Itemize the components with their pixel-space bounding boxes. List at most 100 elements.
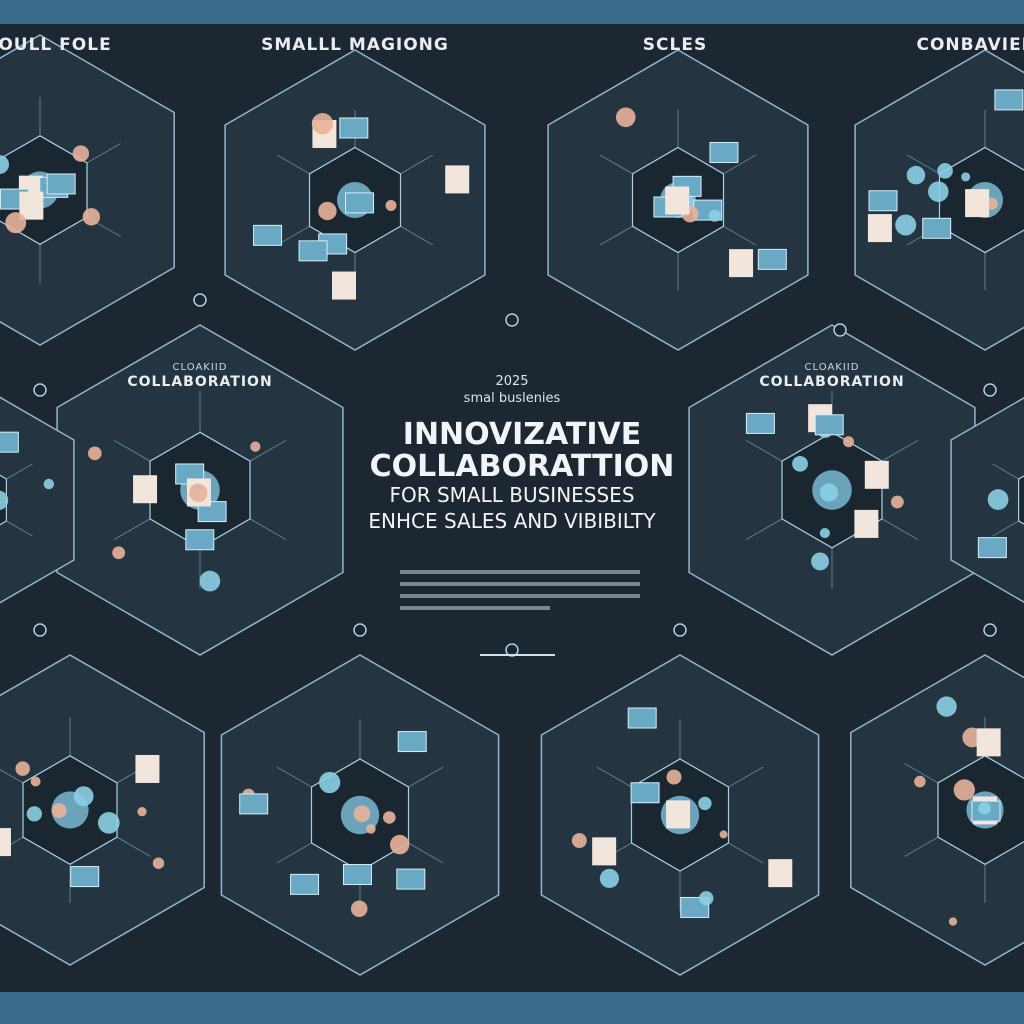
icon-dot (914, 775, 926, 788)
icon-dot (72, 145, 90, 162)
body-text-line (400, 570, 640, 574)
icon-dot (112, 546, 126, 560)
icon-dot (199, 570, 221, 592)
icon-dot (811, 552, 830, 571)
icon-screen (627, 707, 657, 729)
icon-dot (30, 776, 41, 787)
icon-dot (319, 771, 341, 794)
icon-screen (253, 224, 283, 246)
icon-doc (768, 859, 793, 888)
icon-doc (976, 728, 1001, 757)
icon-dot (792, 455, 808, 472)
icon-screen (757, 248, 787, 270)
node (983, 623, 997, 637)
icon-screen (397, 731, 427, 753)
node (833, 323, 847, 337)
icon-dot (615, 107, 636, 128)
icon-dot (936, 696, 957, 717)
icon-screen (0, 431, 19, 453)
icon-dot (383, 811, 396, 824)
icon-screen (345, 192, 375, 214)
icon-dot (353, 805, 371, 823)
icon-dot (5, 212, 27, 234)
tagline: ENHCE SALES AND VIBIBILTY (368, 509, 656, 533)
tagline: FOR SMALL BUSINESSES (389, 483, 634, 507)
headline: INNOVIZATIVE (403, 417, 641, 452)
icon-doc (135, 754, 160, 783)
icon-dot (73, 786, 94, 807)
icon-dot (366, 824, 376, 834)
icon-screen (290, 873, 320, 895)
icon-screen (342, 864, 372, 886)
icon-dot (937, 163, 953, 179)
icon-screen (197, 501, 227, 523)
icon-dot (385, 199, 397, 211)
panel-title: OULL FOLE (0, 35, 112, 55)
node (33, 383, 47, 397)
icon-dot (890, 495, 904, 509)
headline: COLLABORATTION (370, 449, 675, 484)
side-kicker: CLOAKIID (805, 362, 860, 373)
icon-dot (699, 891, 714, 906)
icon-doc (19, 191, 44, 220)
icon-screen (46, 173, 76, 195)
node (353, 623, 367, 637)
icon-screen (994, 89, 1024, 111)
year: 2025 (495, 374, 528, 389)
decorations (0, 34, 1024, 976)
icon-dot (599, 868, 620, 889)
icon-dot (15, 761, 30, 776)
side-title: COLLABORATION (759, 374, 904, 390)
icon-screen (185, 529, 215, 551)
icon-dot (819, 527, 830, 539)
icon-screen (977, 537, 1007, 559)
body-text-line (400, 594, 640, 598)
icon-dot (571, 833, 587, 849)
icon-doc (666, 800, 691, 829)
icon-doc (0, 828, 11, 857)
top-band (0, 0, 1024, 24)
icon-dot (978, 802, 991, 815)
panel-title: CONBAVIEL (916, 35, 1024, 55)
icon-screen (70, 866, 100, 888)
icon-dot (137, 807, 147, 817)
icon-screen (396, 868, 426, 890)
icon-doc (445, 165, 470, 194)
icon-dot (0, 155, 10, 175)
inner-hex (1017, 475, 1024, 525)
icon-dot (953, 779, 975, 801)
panel-title: SMALLL MAGIONG (261, 35, 449, 55)
body-text-line (400, 606, 550, 610)
icon-doc (332, 271, 357, 300)
icon-dot (82, 208, 101, 226)
icon-dot (948, 917, 958, 926)
node (983, 383, 997, 397)
icon-dot (708, 209, 721, 222)
icon-dot (389, 834, 410, 855)
icon-screen (298, 240, 328, 262)
icon-dot (318, 201, 337, 221)
icon-screen (239, 793, 269, 815)
side-title: COLLABORATION (127, 374, 272, 390)
icon-doc (965, 189, 990, 218)
icon-dot (87, 446, 102, 461)
icon-dot (51, 803, 67, 818)
node (193, 293, 207, 307)
icon-dot (719, 830, 728, 839)
icon-dot (43, 478, 55, 490)
icon-doc (665, 186, 690, 215)
node (673, 623, 687, 637)
icon-dot (906, 165, 926, 185)
icon-doc (592, 837, 617, 866)
icon-dot (666, 769, 682, 785)
icon-screen (868, 190, 898, 212)
icon-screen (922, 217, 952, 239)
icon-doc (854, 509, 879, 538)
icon-dot (152, 857, 165, 869)
icon-screen (814, 414, 844, 436)
icon-screen (630, 782, 660, 804)
icon-dot (250, 441, 261, 452)
icon-dot (895, 214, 917, 236)
icon-dot (961, 172, 971, 182)
